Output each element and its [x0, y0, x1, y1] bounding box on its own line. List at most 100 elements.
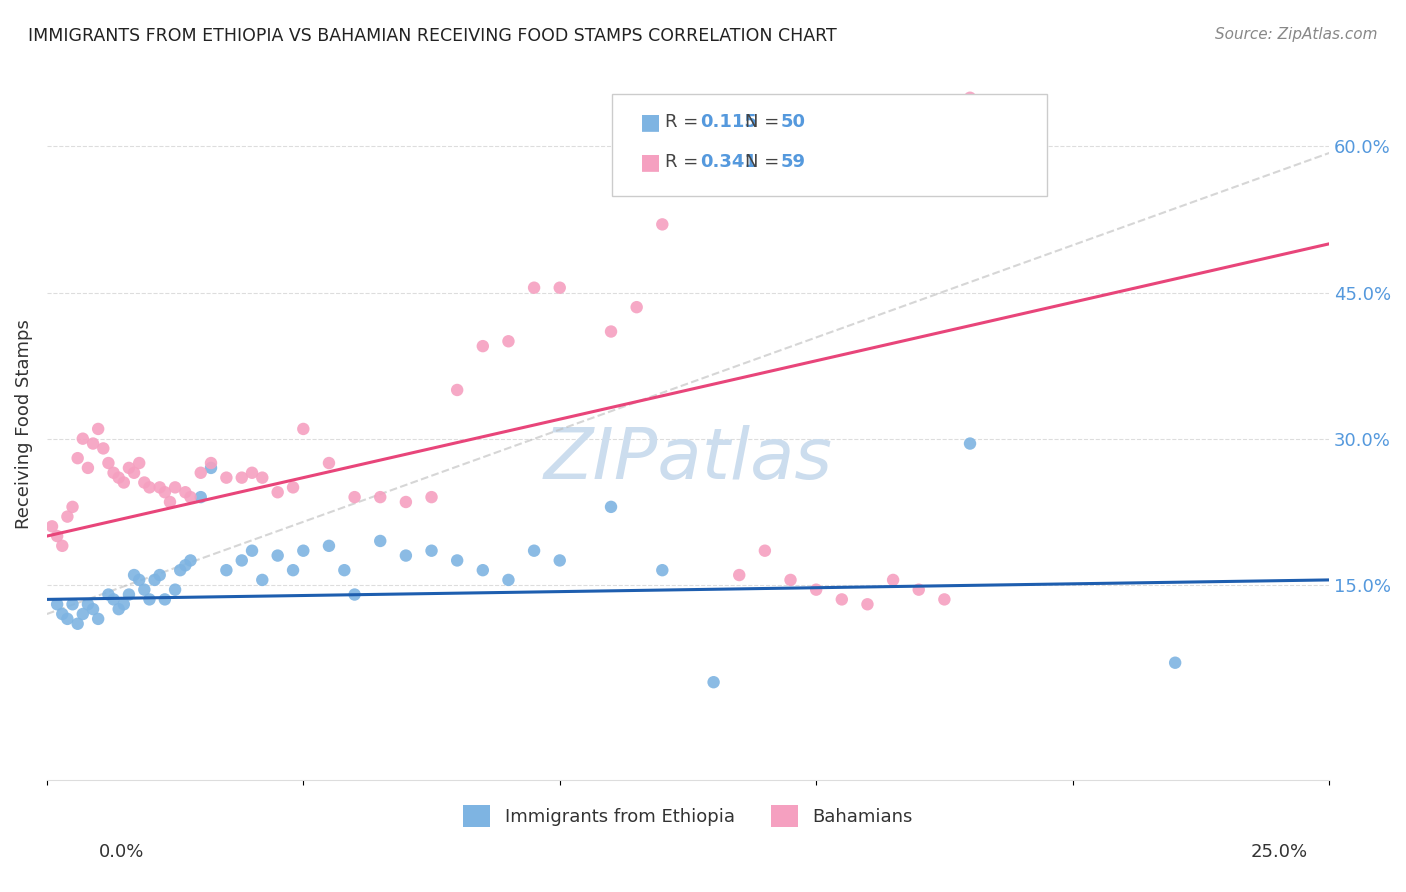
- Point: [471, 339, 494, 353]
- Point: [959, 91, 981, 105]
- Point: [318, 456, 340, 470]
- Point: [56, 612, 79, 626]
- Point: [252, 573, 274, 587]
- Point: [471, 563, 494, 577]
- Point: [91, 442, 114, 456]
- Point: [651, 218, 673, 232]
- Point: [138, 480, 160, 494]
- Point: [41, 519, 63, 533]
- Point: [446, 383, 468, 397]
- Point: [77, 597, 100, 611]
- Text: 50: 50: [780, 113, 806, 131]
- Point: [149, 568, 172, 582]
- Point: [165, 582, 187, 597]
- Point: [600, 500, 623, 514]
- Point: [77, 461, 100, 475]
- Text: 59: 59: [780, 153, 806, 171]
- Text: R =: R =: [665, 113, 704, 131]
- Point: [174, 485, 197, 500]
- Point: [143, 573, 166, 587]
- Point: [420, 490, 443, 504]
- Point: [240, 466, 263, 480]
- Point: [51, 539, 73, 553]
- Point: [87, 422, 110, 436]
- Point: [103, 466, 125, 480]
- Point: [318, 539, 340, 553]
- Point: [240, 543, 263, 558]
- Point: [62, 597, 84, 611]
- Point: [600, 325, 623, 339]
- Point: [174, 558, 197, 573]
- Text: IMMIGRANTS FROM ETHIOPIA VS BAHAMIAN RECEIVING FOOD STAMPS CORRELATION CHART: IMMIGRANTS FROM ETHIOPIA VS BAHAMIAN REC…: [28, 27, 837, 45]
- Point: [72, 607, 94, 621]
- Text: R =: R =: [665, 153, 704, 171]
- Point: [56, 509, 79, 524]
- Point: [200, 456, 222, 470]
- Point: [498, 573, 520, 587]
- Point: [446, 553, 468, 567]
- Point: [934, 592, 956, 607]
- Point: [179, 490, 201, 504]
- Point: [112, 597, 135, 611]
- Point: [190, 466, 212, 480]
- Point: [231, 470, 253, 484]
- Text: Source: ZipAtlas.com: Source: ZipAtlas.com: [1215, 27, 1378, 42]
- Point: [231, 553, 253, 567]
- Point: [215, 470, 238, 484]
- Point: [266, 549, 288, 563]
- Point: [343, 588, 366, 602]
- Point: [292, 422, 315, 436]
- Point: [122, 466, 145, 480]
- Point: [343, 490, 366, 504]
- Point: [107, 470, 129, 484]
- Y-axis label: Receiving Food Stamps: Receiving Food Stamps: [15, 319, 32, 529]
- Point: [882, 573, 904, 587]
- Point: [87, 612, 110, 626]
- Point: [134, 475, 156, 490]
- Text: 25.0%: 25.0%: [1250, 843, 1308, 861]
- Text: N =: N =: [745, 113, 785, 131]
- Text: 0.115: 0.115: [700, 113, 756, 131]
- Point: [907, 582, 929, 597]
- Point: [122, 568, 145, 582]
- Point: [804, 582, 827, 597]
- Point: [779, 573, 801, 587]
- Point: [548, 281, 571, 295]
- Text: ■: ■: [640, 112, 661, 132]
- Point: [112, 475, 135, 490]
- Point: [46, 529, 69, 543]
- Point: [66, 616, 89, 631]
- Point: [252, 470, 274, 484]
- Point: [82, 602, 104, 616]
- Point: [62, 500, 84, 514]
- Point: [281, 563, 304, 577]
- Point: [190, 490, 212, 504]
- Point: [215, 563, 238, 577]
- Text: 0.0%: 0.0%: [98, 843, 143, 861]
- Text: 0.341: 0.341: [700, 153, 756, 171]
- Point: [97, 456, 120, 470]
- Point: [831, 592, 853, 607]
- Point: [959, 436, 981, 450]
- Point: [165, 480, 187, 494]
- Point: [97, 588, 120, 602]
- Point: [420, 543, 443, 558]
- Point: [134, 582, 156, 597]
- Point: [728, 568, 751, 582]
- Point: [368, 533, 391, 548]
- Point: [266, 485, 288, 500]
- Point: [368, 490, 391, 504]
- Point: [149, 480, 172, 494]
- Point: [523, 281, 546, 295]
- Text: N =: N =: [745, 153, 785, 171]
- Point: [66, 451, 89, 466]
- Point: [292, 543, 315, 558]
- Point: [159, 495, 181, 509]
- Text: ■: ■: [640, 153, 661, 172]
- Point: [118, 461, 141, 475]
- Point: [51, 607, 73, 621]
- Point: [651, 563, 673, 577]
- Text: ZIPatlas: ZIPatlas: [544, 425, 832, 494]
- Legend: Immigrants from Ethiopia, Bahamians: Immigrants from Ethiopia, Bahamians: [456, 798, 920, 835]
- Point: [118, 588, 141, 602]
